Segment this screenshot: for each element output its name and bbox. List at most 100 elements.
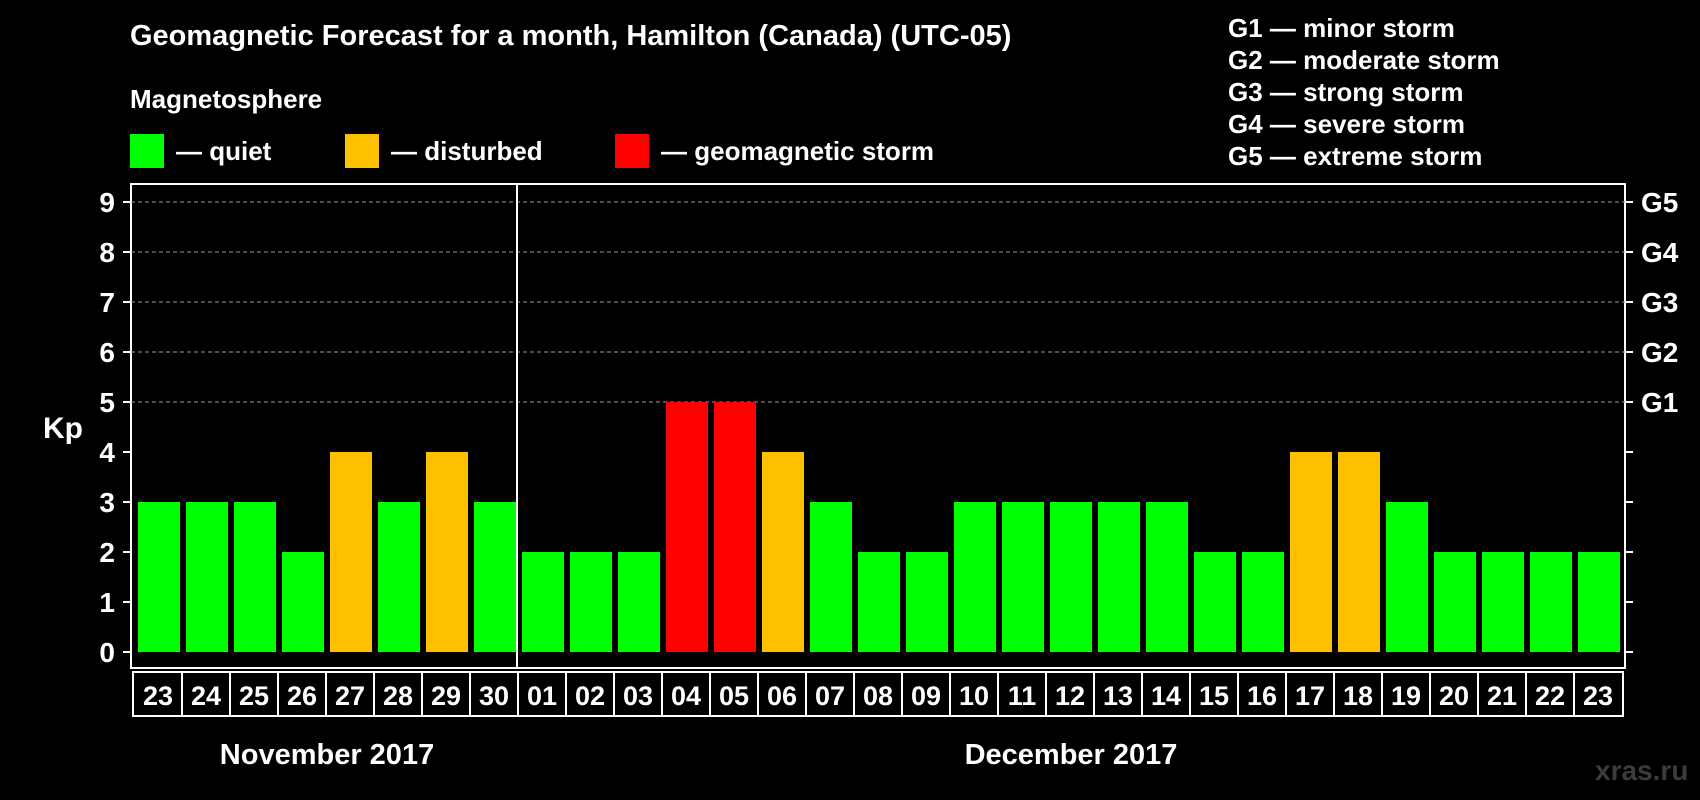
bar-16 [906, 552, 948, 652]
date-label-29: 22 [1535, 681, 1565, 711]
bar-5 [378, 502, 420, 652]
bar-0 [138, 502, 180, 652]
right-axis-label-g4: G4 [1641, 237, 1679, 268]
date-label-17: 10 [959, 681, 989, 711]
date-label-21: 14 [1151, 681, 1181, 711]
bar-8 [522, 552, 564, 652]
bar-20 [1098, 502, 1140, 652]
bar-6 [426, 452, 468, 652]
bar-9 [570, 552, 612, 652]
legend-disturbed-swatch [345, 134, 379, 168]
date-label-2: 25 [239, 681, 269, 711]
bar-21 [1146, 502, 1188, 652]
y-tick-label-7: 7 [99, 287, 115, 318]
bar-4 [330, 452, 372, 652]
bar-2 [234, 502, 276, 652]
legend-disturbed-label: — disturbed [391, 135, 543, 166]
bar-3 [282, 552, 324, 652]
date-label-3: 26 [287, 681, 317, 711]
date-label-0: 23 [143, 681, 173, 711]
date-label-19: 12 [1055, 681, 1085, 711]
y-tick-label-8: 8 [99, 237, 115, 268]
bar-12 [714, 402, 756, 652]
storm-scale-g4: G4 — severe storm [1228, 109, 1466, 139]
bar-13 [762, 452, 804, 652]
legend-storm-label: — geomagnetic storm [661, 135, 935, 166]
y-tick-label-0: 0 [99, 637, 115, 668]
y-tick-label-6: 6 [99, 337, 115, 368]
date-label-30: 23 [1583, 681, 1613, 711]
date-label-6: 29 [431, 681, 461, 711]
date-label-18: 11 [1008, 681, 1037, 711]
date-label-24: 17 [1295, 681, 1325, 711]
storm-scale-g5: G5 — extreme storm [1228, 141, 1483, 171]
date-label-23: 16 [1247, 681, 1277, 711]
date-label-14: 07 [815, 681, 845, 711]
bar-10 [618, 552, 660, 652]
month-label-1: December 2017 [965, 739, 1178, 771]
date-label-1: 24 [191, 681, 221, 711]
date-label-15: 08 [863, 681, 893, 711]
date-label-28: 21 [1487, 681, 1517, 711]
right-axis-label-g3: G3 [1641, 287, 1678, 318]
date-row-frame [132, 671, 1624, 717]
legend-quiet: — quiet [130, 134, 271, 168]
date-label-8: 01 [527, 681, 557, 711]
storm-scale-g2: G2 — moderate storm [1228, 45, 1500, 75]
watermark: xras.ru [1595, 755, 1689, 786]
date-label-20: 13 [1103, 681, 1133, 711]
y-tick-label-2: 2 [99, 537, 115, 568]
date-label-4: 27 [335, 681, 365, 711]
date-label-27: 20 [1439, 681, 1469, 711]
y-tick-label-9: 9 [99, 187, 115, 218]
date-label-11: 04 [671, 681, 701, 711]
bar-11 [666, 402, 708, 652]
date-label-22: 15 [1199, 681, 1229, 711]
bar-7 [474, 502, 516, 652]
legend-quiet-swatch [130, 134, 164, 168]
y-tick-label-4: 4 [99, 437, 115, 468]
bar-19 [1050, 502, 1092, 652]
bar-25 [1338, 452, 1380, 652]
magnetosphere-heading: Magnetosphere [130, 84, 323, 114]
legend-storm-swatch [615, 134, 649, 168]
y-tick-label-3: 3 [99, 487, 115, 518]
bar-18 [1002, 502, 1044, 652]
bar-28 [1482, 552, 1524, 652]
bar-27 [1434, 552, 1476, 652]
date-label-12: 05 [719, 681, 749, 711]
date-label-7: 30 [479, 681, 509, 711]
storm-scale-g1: G1 — minor storm [1228, 13, 1455, 43]
right-axis-label-g1: G1 [1641, 387, 1678, 418]
bar-23 [1242, 552, 1284, 652]
date-label-10: 03 [623, 681, 653, 711]
date-label-5: 28 [383, 681, 413, 711]
y-tick-label-5: 5 [99, 387, 115, 418]
storm-scale-legend: G1 — minor storm G2 — moderate storm G3 … [1228, 12, 1500, 172]
plot-frame [130, 183, 1626, 669]
date-label-16: 09 [911, 681, 941, 711]
bar-26 [1386, 502, 1428, 652]
right-axis-label-g5: G5 [1641, 187, 1678, 218]
bar-22 [1194, 552, 1236, 652]
bar-14 [810, 502, 852, 652]
month-label-0: November 2017 [220, 739, 434, 771]
bar-17 [954, 502, 996, 652]
bar-1 [186, 502, 228, 652]
bar-30 [1578, 552, 1620, 652]
legend-disturbed: — disturbed [345, 134, 543, 168]
storm-scale-g3: G3 — strong storm [1228, 77, 1464, 107]
date-label-13: 06 [767, 681, 797, 711]
y-tick-label-1: 1 [99, 587, 115, 618]
page-title: Geomagnetic Forecast for a month, Hamilt… [130, 20, 1012, 52]
date-label-26: 19 [1391, 681, 1421, 711]
y-axis-title: Kp [43, 412, 83, 445]
date-label-25: 18 [1343, 681, 1373, 711]
bar-24 [1290, 452, 1332, 652]
legend-storm: — geomagnetic storm [615, 134, 934, 168]
bar-15 [858, 552, 900, 652]
right-axis-label-g2: G2 [1641, 337, 1678, 368]
legend-quiet-label: — quiet [176, 135, 272, 166]
date-label-9: 02 [575, 681, 605, 711]
